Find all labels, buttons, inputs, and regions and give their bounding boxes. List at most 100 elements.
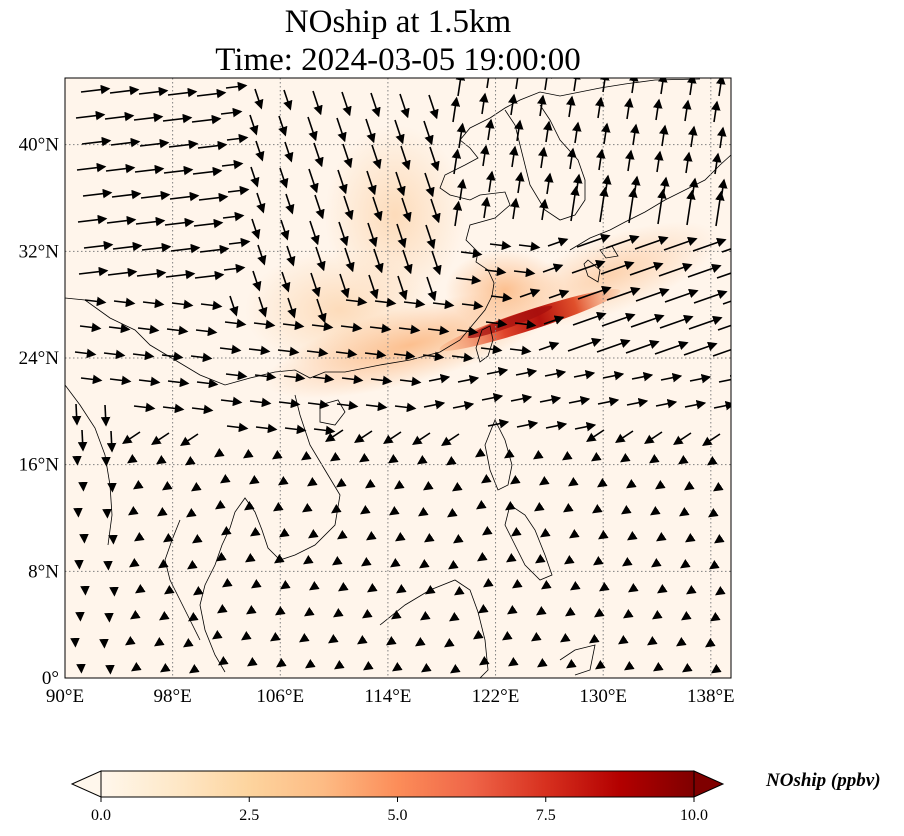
wind-arrow: [647, 636, 658, 646]
wind-arrow: [534, 502, 545, 512]
wind-arrow: [310, 272, 321, 298]
wind-arrow: [354, 430, 373, 443]
wind-arrow: [655, 480, 666, 490]
wind-arrow: [425, 224, 436, 250]
wind-arrow: [392, 662, 403, 672]
wind-arrow: [279, 528, 290, 538]
wind-arrow: [140, 190, 171, 201]
wind-arrow: [401, 197, 412, 223]
wind-arrow: [680, 559, 691, 569]
wind-arrow: [142, 298, 165, 309]
wind-arrow: [693, 289, 728, 304]
wind-arrow: [249, 114, 259, 136]
wind-vector-field: [70, 78, 731, 675]
wind-arrow: [515, 367, 538, 378]
wind-arrow: [357, 635, 368, 645]
wind-arrow: [151, 432, 170, 445]
wind-arrow: [711, 664, 722, 674]
wind-arrow: [460, 248, 483, 259]
wind-arrow: [154, 637, 165, 647]
wind-arrow: [685, 533, 696, 543]
wind-arrow: [314, 194, 325, 220]
wind-arrow: [133, 480, 144, 490]
wind-arrow: [200, 300, 223, 311]
wind-arrow: [180, 433, 199, 446]
colorbar: 0.0 2.5 5.0 7.5 10.0: [70, 770, 725, 824]
wind-arrow: [244, 501, 255, 511]
wind-arrow: [562, 451, 573, 461]
wind-arrow: [657, 188, 667, 225]
wind-arrow: [132, 350, 155, 361]
wind-arrow: [419, 559, 430, 569]
wind-arrow: [129, 558, 140, 568]
wind-arrow: [570, 581, 581, 591]
lon-tick-label: 90°E: [46, 686, 84, 707]
wind-arrow: [596, 338, 631, 353]
wind-arrow: [684, 399, 707, 410]
wind-arrow: [109, 375, 132, 386]
wind-arrow: [418, 507, 429, 517]
wind-arrow: [285, 193, 295, 215]
wind-arrow: [428, 373, 451, 384]
wind-arrow: [222, 211, 245, 222]
wind-arrow: [226, 133, 249, 144]
wind-arrow: [402, 249, 413, 275]
wind-arrow: [391, 610, 402, 620]
lat-tick-label: 24°N: [19, 348, 60, 369]
wind-arrow: [82, 188, 113, 199]
wind-arrow: [597, 396, 620, 407]
wind-arrow: [539, 394, 562, 405]
wind-arrow: [301, 451, 312, 461]
wind-arrow: [106, 215, 137, 226]
wind-arrow: [594, 608, 605, 618]
wind-arrow: [113, 297, 136, 308]
lon-tick-label: 114°E: [364, 686, 411, 707]
wind-arrow: [306, 347, 329, 358]
wind-arrow: [162, 481, 173, 491]
wind-arrow: [161, 351, 184, 362]
wind-arrow: [403, 298, 426, 309]
wind-arrow: [241, 631, 252, 641]
wind-arrow: [305, 659, 316, 669]
wind-arrow: [461, 300, 484, 311]
wind-arrow: [167, 377, 190, 388]
wind-arrow: [536, 606, 547, 616]
wind-arrow: [452, 482, 463, 492]
wind-arrow: [475, 448, 486, 458]
wind-arrow: [331, 504, 342, 514]
wind-arrow: [364, 349, 387, 360]
wind-arrow: [450, 664, 461, 674]
longitude-tick-labels: 90°E 98°E 106°E 114°E 122°E 130°E 138°E: [46, 686, 735, 707]
plume-peak: [467, 305, 553, 339]
wind-arrow: [577, 285, 612, 300]
latitude-tick-labels: 0° 8°N 16°N 24°N 32°N 40°N: [19, 135, 60, 689]
coastline-new-guinea-north: [559, 644, 596, 676]
wind-arrow: [560, 633, 571, 643]
wind-arrow: [336, 117, 347, 143]
wind-arrow: [567, 337, 602, 352]
wind-arrow: [600, 260, 635, 275]
wind-arrow: [394, 402, 417, 413]
wind-arrow: [365, 479, 376, 489]
wind-arrow: [543, 120, 553, 143]
wind-arrow: [395, 532, 406, 542]
wind-arrow: [109, 85, 140, 96]
wind-arrow: [631, 371, 654, 382]
wind-arrow: [687, 78, 697, 96]
wind-arrow: [257, 244, 267, 266]
wind-arrow: [336, 478, 347, 488]
wind-arrow: [424, 172, 435, 198]
wind-arrow: [330, 452, 341, 462]
wind-arrow: [158, 559, 169, 569]
wind-arrow: [254, 371, 277, 382]
wind-arrow: [307, 477, 318, 487]
wind-arrow: [566, 659, 577, 669]
wind-arrow: [605, 234, 640, 249]
wind-arrow: [278, 476, 289, 486]
wind-arrow: [566, 95, 576, 118]
wind-arrow: [432, 299, 455, 310]
wind-arrow: [395, 171, 406, 197]
colorbar-tick-label: 10.0: [680, 807, 708, 824]
wind-arrow: [538, 341, 560, 351]
wind-arrow: [592, 504, 603, 514]
